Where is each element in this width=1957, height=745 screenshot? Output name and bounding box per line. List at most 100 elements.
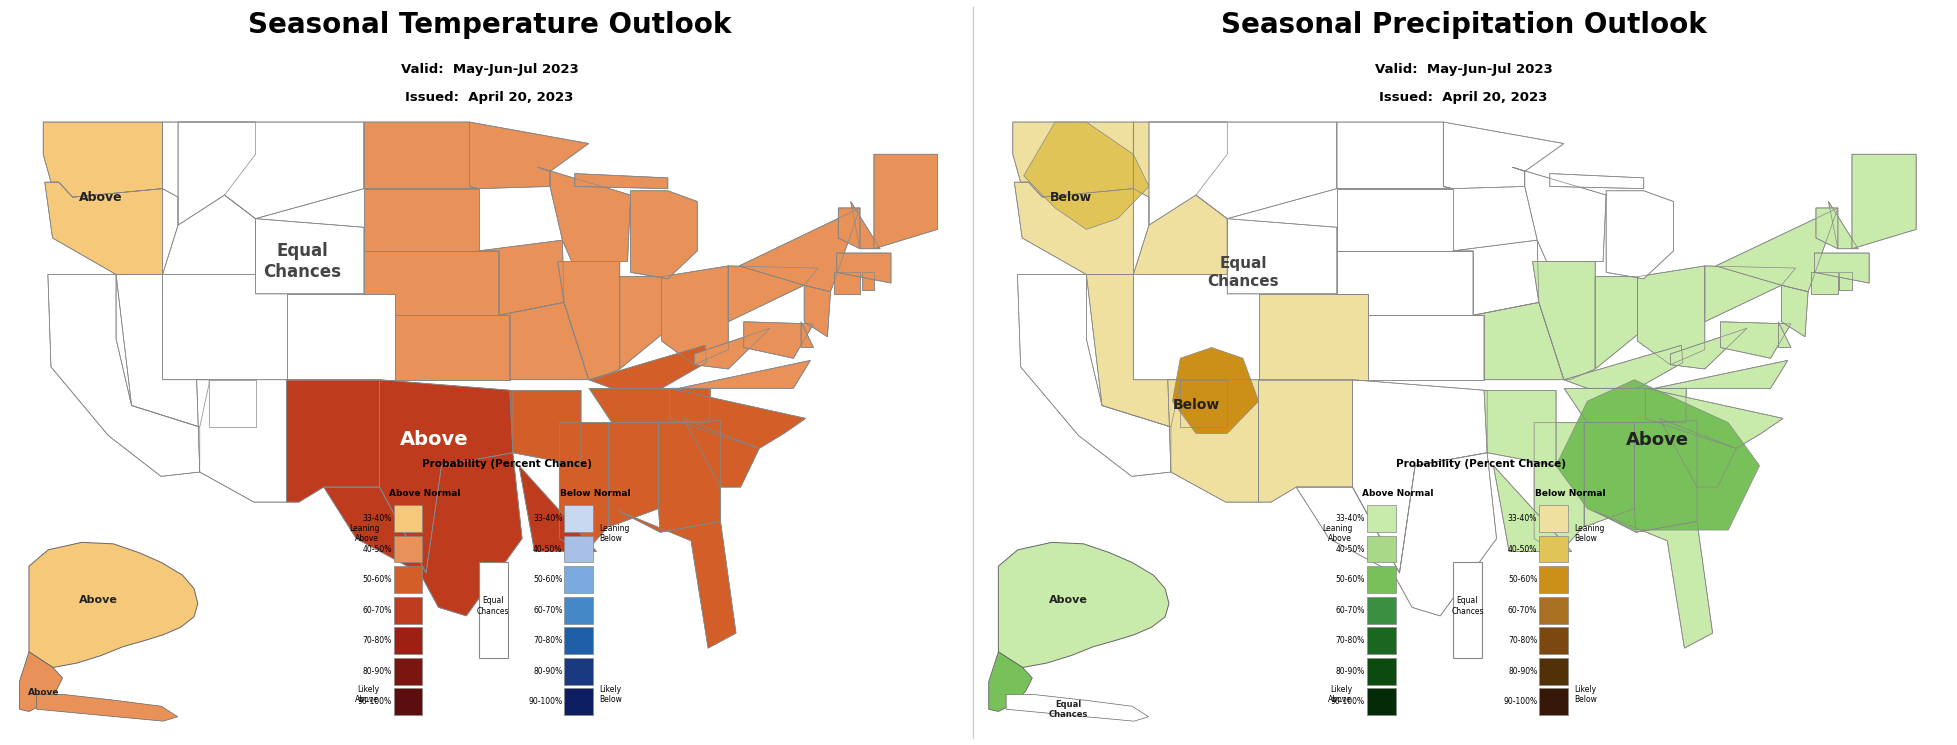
Text: 33-40%: 33-40% [532, 514, 562, 523]
Text: Issued:  April 20, 2023: Issued: April 20, 2023 [1380, 91, 1546, 104]
Bar [1366, 627, 1395, 654]
Polygon shape [364, 251, 499, 315]
Polygon shape [800, 322, 812, 347]
Polygon shape [873, 154, 937, 249]
Polygon shape [575, 174, 667, 188]
Polygon shape [323, 453, 523, 616]
Text: 40-50%: 40-50% [1507, 545, 1536, 554]
Polygon shape [1838, 273, 1851, 290]
Text: Above: Above [27, 688, 59, 697]
Text: 60-70%: 60-70% [532, 606, 562, 615]
Bar [1538, 688, 1568, 715]
Polygon shape [849, 201, 881, 249]
Bar [393, 658, 423, 685]
Text: Equal
Chances: Equal Chances [1047, 700, 1088, 719]
Text: 90-100%: 90-100% [358, 697, 391, 706]
Polygon shape [1296, 453, 1495, 616]
Text: Likely
Below: Likely Below [599, 685, 622, 704]
Text: 80-90%: 80-90% [362, 667, 391, 676]
Polygon shape [1337, 251, 1472, 315]
Polygon shape [364, 188, 478, 251]
Bar [393, 536, 423, 562]
Text: Equal
Chances: Equal Chances [1450, 597, 1483, 616]
Bar [1366, 658, 1395, 685]
Polygon shape [1593, 511, 1712, 648]
Text: Leaning
Below: Leaning Below [599, 524, 628, 544]
Text: 60-70%: 60-70% [1507, 606, 1536, 615]
Text: Seasonal Temperature Outlook: Seasonal Temperature Outlook [249, 11, 730, 39]
Text: 40-50%: 40-50% [1335, 545, 1364, 554]
Text: Probability (Percent Chance): Probability (Percent Chance) [421, 460, 591, 469]
Polygon shape [1493, 466, 1571, 551]
Polygon shape [1781, 285, 1806, 337]
Text: Above Normal: Above Normal [387, 489, 460, 498]
Polygon shape [509, 390, 581, 466]
Polygon shape [804, 285, 830, 337]
Text: 70-80%: 70-80% [532, 636, 562, 645]
Polygon shape [478, 240, 564, 315]
Bar [564, 627, 593, 654]
Polygon shape [683, 419, 759, 487]
Bar [1538, 536, 1568, 562]
Polygon shape [560, 422, 609, 554]
Polygon shape [1595, 276, 1636, 369]
Polygon shape [1180, 380, 1227, 427]
Polygon shape [998, 542, 1168, 668]
Polygon shape [256, 219, 364, 294]
Polygon shape [1556, 380, 1759, 530]
Text: 60-70%: 60-70% [362, 606, 391, 615]
Polygon shape [988, 652, 1031, 711]
Polygon shape [196, 380, 286, 502]
Polygon shape [1337, 122, 1452, 188]
Polygon shape [1644, 361, 1787, 388]
Polygon shape [1814, 253, 1869, 283]
Text: Above: Above [399, 431, 468, 449]
Polygon shape [1851, 154, 1916, 249]
Polygon shape [1720, 322, 1791, 358]
Polygon shape [178, 122, 364, 225]
Text: 50-60%: 50-60% [1507, 575, 1536, 584]
Polygon shape [1442, 122, 1564, 188]
Text: Below Normal: Below Normal [1534, 489, 1605, 498]
Polygon shape [609, 422, 658, 526]
Polygon shape [115, 274, 209, 427]
Polygon shape [162, 122, 256, 274]
Polygon shape [45, 183, 162, 274]
Polygon shape [1644, 388, 1783, 448]
Polygon shape [1532, 261, 1595, 380]
Polygon shape [1172, 347, 1258, 434]
Polygon shape [1634, 420, 1697, 532]
Text: Valid:  May-Jun-Jul 2023: Valid: May-Jun-Jul 2023 [401, 63, 577, 76]
Text: 80-90%: 80-90% [532, 667, 562, 676]
Polygon shape [695, 329, 769, 369]
Text: 33-40%: 33-40% [1335, 514, 1364, 523]
Polygon shape [661, 266, 728, 365]
Bar [564, 597, 593, 624]
Bar [393, 597, 423, 624]
Bar [393, 627, 423, 654]
Polygon shape [1337, 188, 1452, 251]
Polygon shape [1511, 167, 1605, 261]
Text: 90-100%: 90-100% [1331, 697, 1364, 706]
Polygon shape [1014, 183, 1133, 274]
Polygon shape [1583, 422, 1634, 526]
Polygon shape [1636, 266, 1705, 365]
Bar [1538, 627, 1568, 654]
Bar [564, 505, 593, 532]
Text: 70-80%: 70-80% [1335, 636, 1364, 645]
Text: 50-60%: 50-60% [362, 575, 391, 584]
Text: Leaning
Above: Leaning Above [348, 524, 380, 544]
Text: 90-100%: 90-100% [528, 697, 562, 706]
Bar [393, 688, 423, 715]
Polygon shape [286, 380, 380, 502]
Bar [479, 562, 507, 658]
Polygon shape [558, 261, 620, 380]
Polygon shape [589, 388, 708, 422]
Text: 70-80%: 70-80% [1507, 636, 1536, 645]
Text: Above: Above [1049, 595, 1086, 605]
Text: 80-90%: 80-90% [1507, 667, 1536, 676]
Polygon shape [286, 294, 395, 380]
Polygon shape [1714, 208, 1838, 292]
Polygon shape [1534, 422, 1583, 554]
Polygon shape [630, 191, 697, 279]
